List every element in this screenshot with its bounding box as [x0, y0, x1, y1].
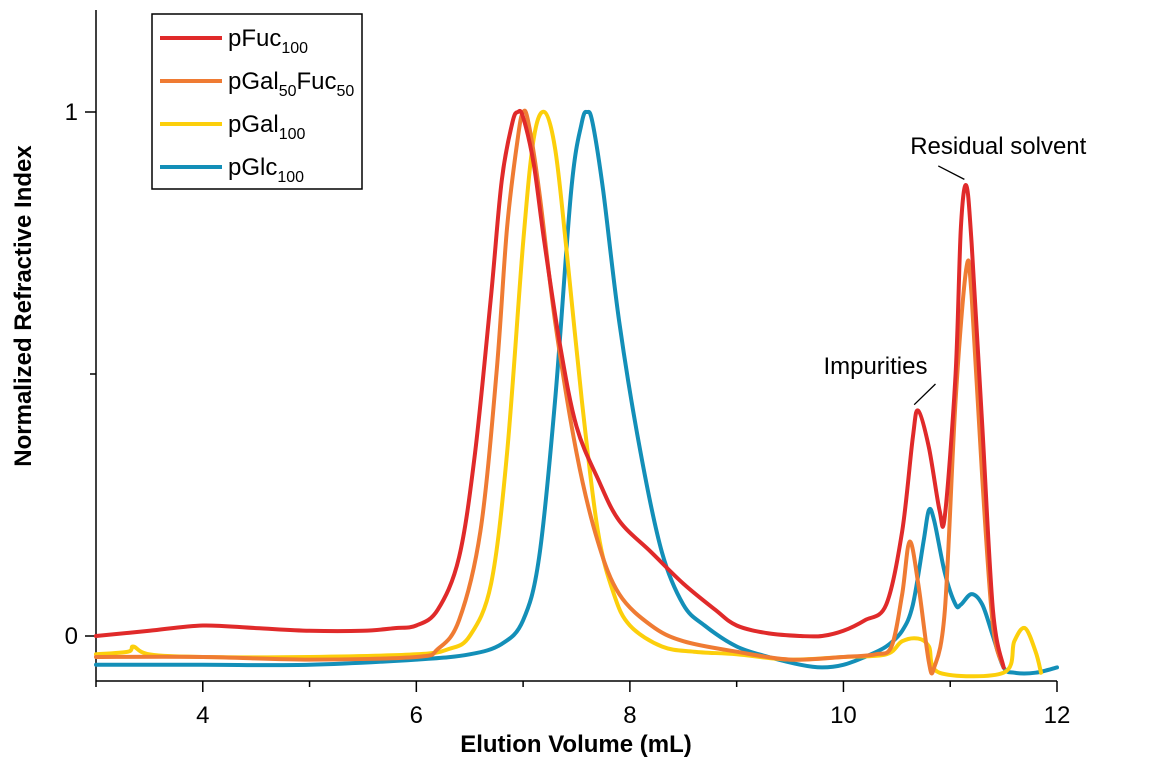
legend-label-pGal50Fuc50: pGal50Fuc50 — [228, 68, 354, 100]
series-line-pGal100 — [94, 109, 1043, 679]
x-axis-title: Elution Volume (mL) — [460, 731, 692, 758]
annotation-label: Impurities — [823, 353, 927, 380]
series-line-pGal50Fuc50 — [94, 108, 1006, 676]
x-tick-label: 10 — [830, 702, 857, 729]
y-tick-label: 0 — [65, 623, 78, 650]
y-axis-title: Normalized Refractive Index — [10, 145, 37, 467]
annotation-leader-line — [913, 383, 936, 406]
x-tick-label: 8 — [623, 702, 636, 729]
legend-label-pGlc100: pGlc100 — [228, 154, 304, 186]
x-tick-label: 6 — [410, 702, 423, 729]
series-layer — [94, 108, 1059, 679]
annotation-layer: Impurities Residual solvent — [823, 133, 1087, 406]
annotation-leader-line — [937, 165, 965, 180]
series-line-pFuc100 — [94, 108, 1006, 670]
legend-label-pFuc100: pFuc100 — [228, 25, 308, 57]
x-tick-label: 12 — [1044, 702, 1071, 729]
axes: 4 6 8 10 12 0 1 — [65, 10, 1071, 729]
series-line-pGlc100 — [94, 109, 1059, 676]
legend-label-pGal100: pGal100 — [228, 111, 306, 143]
legend-box — [151, 13, 363, 190]
y-tick-label: 1 — [65, 99, 78, 126]
x-tick-label: 4 — [196, 702, 209, 729]
annotation-label: Residual solvent — [910, 133, 1086, 160]
legend: pFuc100 pGal50Fuc50 pGal100 pGlc100 — [151, 13, 363, 190]
